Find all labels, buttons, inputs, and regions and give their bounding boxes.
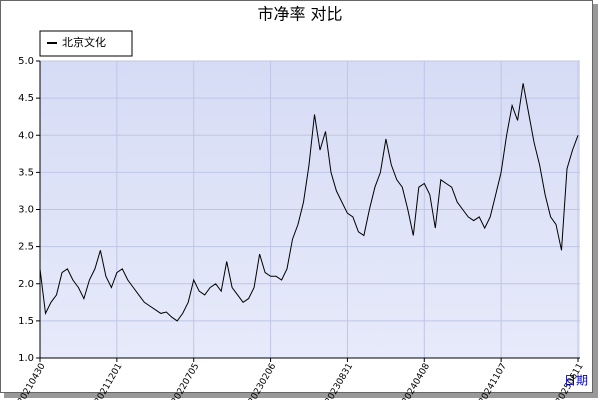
x-axis-label: 日期 bbox=[564, 374, 588, 388]
chart-title: 市净率 对比 bbox=[257, 5, 342, 24]
y-tick-label: 5.0 bbox=[18, 56, 34, 67]
y-tick-label: 1.0 bbox=[18, 353, 34, 364]
line bbox=[39, 83, 579, 322]
legend-box bbox=[39, 30, 133, 57]
y-tick-label: 2.5 bbox=[18, 242, 34, 253]
y-tick-label: 3.0 bbox=[18, 205, 34, 216]
legend-label: 北京文化 bbox=[62, 35, 106, 49]
y-tick-label: 4.0 bbox=[18, 130, 34, 141]
y-tick-label: 2.0 bbox=[18, 279, 34, 290]
y-tick-label: 3.5 bbox=[18, 167, 34, 178]
y-tick-label: 4.5 bbox=[18, 93, 34, 104]
y-tick-label: 1.5 bbox=[18, 316, 34, 327]
